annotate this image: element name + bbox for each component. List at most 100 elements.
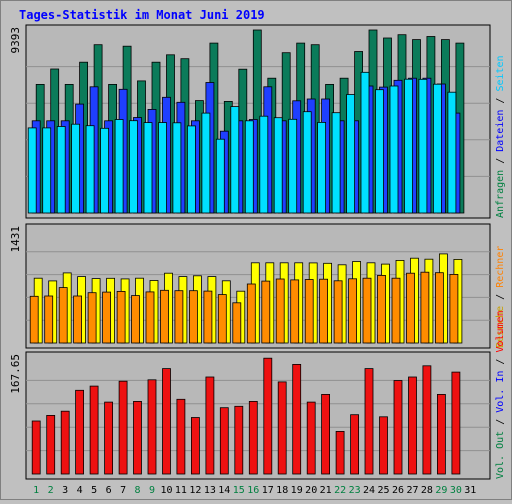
bar-volumen-day-12 [190, 417, 200, 475]
bar-seiten-day-28 [418, 78, 428, 214]
bar-rechner-day-22 [333, 280, 343, 344]
bar-rechner-day-16 [246, 283, 256, 344]
bar-rechner-day-7 [116, 290, 126, 344]
bar-rechner-day-15 [232, 302, 242, 344]
x-tick-label-25: 25 [377, 485, 389, 496]
panels: 9393 1431 167.65 [9, 24, 491, 480]
bar-volumen-day-26 [393, 380, 403, 475]
legend-item-vol-out: Vol. Out [495, 431, 506, 479]
bar-volumen-day-21 [321, 393, 331, 475]
bar-rechner-day-25 [377, 274, 386, 344]
bar-rechner-day-24 [362, 277, 372, 344]
legend-middle: Besuche / Rechner [495, 246, 506, 348]
bar-seiten-day-26 [389, 85, 399, 214]
legend-separator: / [495, 353, 506, 371]
panel-visits: 1431 [9, 223, 491, 349]
bar-rechner-day-30 [449, 273, 459, 344]
bar-seiten-day-1 [27, 127, 37, 214]
x-tick-label-18: 18 [276, 485, 288, 496]
bar-rechner-day-18 [275, 278, 285, 344]
bar-volumen-day-23 [350, 414, 360, 475]
legend-separator: / [495, 92, 506, 110]
bar-rechner-day-1 [29, 295, 39, 344]
legend-item-anfragen: Anfragen [495, 170, 506, 218]
y-max-label-requests: 9393 [9, 27, 22, 54]
bar-rechner-day-29 [434, 272, 444, 344]
bar-volumen-day-1 [31, 420, 41, 475]
bar-rechner-day-11 [174, 290, 184, 344]
bar-seiten-day-2 [42, 127, 52, 214]
x-tick-label-1: 1 [33, 485, 39, 496]
x-tick-label-27: 27 [406, 485, 418, 496]
bar-volumen-day-8 [133, 400, 142, 475]
y-max-label-volume: 167.65 [9, 354, 22, 394]
bar-volumen-day-27 [408, 376, 417, 475]
bar-volumen-day-22 [335, 430, 345, 475]
legend-item-volumen: Volumen [495, 310, 506, 352]
bar-volumen-day-4 [75, 389, 84, 475]
bar-seiten-day-14 [215, 138, 225, 214]
legend-item-seiten: Seiten [495, 55, 506, 91]
x-tick-label-28: 28 [421, 485, 433, 496]
bar-rechner-day-28 [420, 271, 430, 344]
bar-rechner-day-2 [44, 295, 54, 344]
y-max-label-visits: 1431 [9, 226, 22, 253]
bar-rechner-day-13 [203, 290, 213, 344]
bar-seiten-day-24 [360, 71, 370, 214]
bar-rechner-day-6 [102, 291, 111, 344]
bar-seiten-day-6 [100, 127, 109, 214]
bar-seiten-day-15 [230, 106, 240, 214]
bar-seiten-day-20 [302, 111, 312, 214]
bar-rechner-day-27 [406, 272, 415, 344]
bar-seiten-day-12 [186, 125, 196, 214]
legend-item-vol-in: Vol. In [495, 371, 506, 413]
bar-rechner-day-5 [87, 292, 97, 344]
x-axis-labels: 1 2 3 4 5 6 7 8 9 10 11 12 13 14 15 16 17 18 19 20 21 22 23 24 2… [33, 485, 476, 496]
x-tick-label-6: 6 [106, 485, 112, 496]
legend-item-besuche: Besuche [495, 306, 506, 348]
bar-volumen-day-2 [46, 414, 56, 475]
x-tick-label-23: 23 [349, 485, 361, 496]
bar-volumen-day-11 [176, 398, 186, 475]
x-tick-label-22: 22 [334, 485, 346, 496]
bar-rechner-day-9 [145, 291, 155, 344]
x-tick-label-8: 8 [134, 485, 140, 496]
bar-seiten-day-4 [71, 123, 80, 214]
x-tick-label-31: 31 [464, 485, 476, 496]
bar-volumen-day-19 [292, 363, 302, 475]
bar-rechner-day-14 [217, 294, 227, 344]
legend-separator: / [495, 288, 506, 306]
bar-volumen-day-29 [436, 393, 446, 475]
bar-volumen-day-9 [147, 379, 157, 475]
x-tick-label-12: 12 [189, 485, 201, 496]
legend-bottom: Vol. Out / Vol. In / Volumen [495, 310, 506, 479]
bar-volumen-day-15 [234, 405, 244, 475]
bar-volumen-day-20 [306, 401, 316, 475]
bar-rechner-day-12 [188, 290, 198, 344]
bar-rechner-day-10 [160, 289, 169, 344]
bar-volumen-day-28 [422, 365, 432, 475]
bar-seiten-day-29 [432, 83, 442, 214]
bar-seiten-day-7 [114, 119, 124, 214]
x-tick-label-24: 24 [363, 485, 375, 496]
x-tick-label-10: 10 [160, 485, 172, 496]
panel-volume: 167.65 [9, 351, 491, 480]
x-tick-label-14: 14 [218, 485, 230, 496]
bar-seiten-day-23 [346, 94, 356, 214]
bar-rechner-day-8 [131, 295, 140, 344]
bar-seiten-day-13 [201, 112, 211, 214]
bar-seiten-day-10 [158, 122, 167, 214]
x-tick-label-13: 13 [204, 485, 216, 496]
bar-rechner-day-4 [73, 295, 82, 344]
chart-title: Tages-Statistik im Monat Juni 2019 [19, 8, 265, 22]
x-tick-label-30: 30 [450, 485, 462, 496]
bar-volumen-day-30 [451, 371, 461, 475]
bar-seiten-day-22 [331, 112, 341, 214]
bar-seiten-day-17 [259, 115, 269, 214]
bar-rechner-day-3 [58, 287, 68, 344]
x-tick-label-29: 29 [435, 485, 447, 496]
bar-seiten-day-5 [85, 125, 95, 214]
bar-seiten-day-27 [404, 78, 413, 214]
